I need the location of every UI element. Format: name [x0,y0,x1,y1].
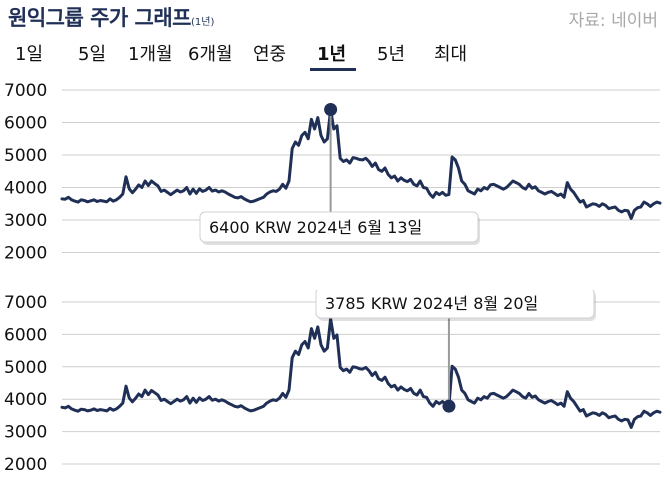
tab-1-day[interactable]: 1일 [15,44,44,65]
period-tabs: 1일 5일 1개월 6개월 연중 1년 5년 최대 [0,40,670,71]
tab-ytd[interactable]: 연중 [253,44,287,65]
y-tick-label: 6000 [4,325,47,345]
y-tick-label: 4000 [4,390,47,410]
tab-1-month[interactable]: 1개월 [128,44,173,65]
tooltip-text: 6400 KRW 2024년 6월 13일 [209,218,422,237]
tab-1-year[interactable]: 1년 [317,44,347,65]
y-tick-label: 6000 [4,114,47,134]
selected-point[interactable] [442,399,456,413]
y-tick-label: 3000 [4,423,47,443]
selected-point[interactable] [324,103,338,116]
tab-5-year[interactable]: 5년 [377,44,406,65]
y-tick-label: 5000 [4,358,47,378]
price-chart-bottom[interactable]: 7000 6000 5000 4000 3000 2000 3785 KRW 2024년 8… [0,290,670,479]
tab-max[interactable]: 최대 [434,44,468,65]
active-tab-underline [310,68,356,71]
source-label: 자료: 네이버 [568,11,658,31]
chart-title-period: (1년) [191,17,215,28]
y-tick-label: 7000 [4,293,47,313]
tooltip-box [199,211,479,243]
tab-5-day[interactable]: 5일 [78,44,107,65]
tooltip-box [315,290,595,319]
price-line [60,108,662,220]
y-tick-label: 3000 [4,211,47,231]
chart-title-text: 원익그룹 주가 그래프 [8,6,192,30]
y-tick-label: 7000 [4,81,47,101]
price-line [60,317,662,429]
y-tick-label: 2000 [4,244,47,264]
chart-title: 원익그룹 주가 그래프(1년) [8,2,214,32]
y-tick-label: 2000 [4,455,47,475]
y-tick-label: 5000 [4,146,47,166]
tab-6-month[interactable]: 6개월 [188,44,233,65]
tooltip-text: 3785 KRW 2024년 8월 20일 [325,294,538,313]
y-tick-label: 4000 [4,179,47,199]
price-chart-top[interactable]: 7000 6000 5000 4000 3000 2000 6400 KRW 2024년 6… [0,78,670,268]
